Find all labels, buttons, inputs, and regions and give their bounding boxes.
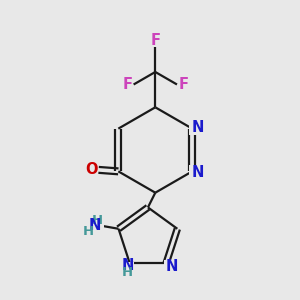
Text: N: N [122,258,134,273]
Bar [119,262,134,276]
Bar [86,216,104,234]
Text: F: F [122,77,132,92]
Bar [189,123,203,134]
Bar [164,260,177,271]
Text: N: N [191,165,204,180]
Text: N: N [191,120,204,135]
Text: N: N [166,259,178,274]
Bar [189,166,203,177]
Text: H: H [122,266,133,279]
Text: H: H [92,214,103,227]
Text: F: F [178,77,188,92]
Bar [86,164,98,175]
Text: O: O [85,162,98,177]
Text: F: F [150,33,160,48]
Text: H: H [82,225,94,238]
Text: N: N [89,218,101,233]
